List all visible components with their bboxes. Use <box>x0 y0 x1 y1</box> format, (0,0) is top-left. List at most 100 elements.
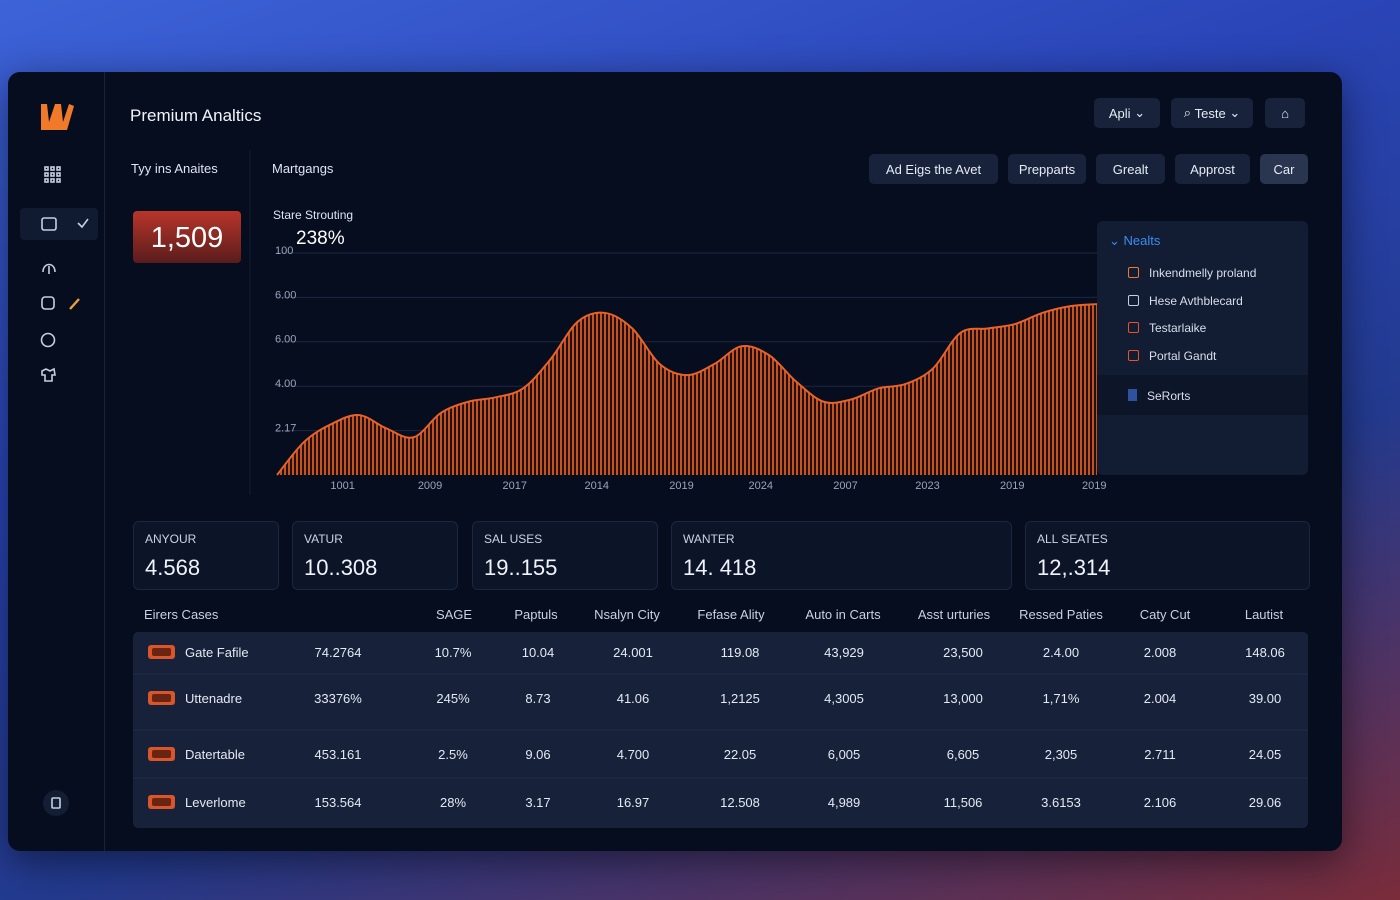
grid-icon[interactable] <box>44 166 61 183</box>
kpi-box <box>133 211 241 263</box>
label: Hese Avthblecard <box>1149 293 1243 308</box>
table-cell: Leverlome <box>185 795 246 810</box>
toolbar-button[interactable]: Prepparts <box>1008 154 1086 184</box>
y-tick-label: 6.00 <box>275 289 296 301</box>
toolbar-button[interactable]: Ad Eigs the Avet <box>869 154 998 184</box>
chart-subtitle: 238% <box>296 228 345 249</box>
menu-title[interactable]: ⌄ Nealts <box>1109 233 1161 248</box>
row-icon-inner <box>152 798 171 806</box>
tab[interactable]: Tyy ins Anaites <box>131 161 218 176</box>
table-cell: 6,605 <box>946 747 980 762</box>
table-cell: 11,506 <box>943 795 983 810</box>
label: Ad Eigs the Avet <box>885 161 982 177</box>
menu-item[interactable]: Inkendmelly proland <box>1097 263 1308 283</box>
dropdown-menu: ⌄ Nealts Inkendmelly proland Hese Avthble… <box>1097 221 1308 475</box>
table-cell: 4,3005 <box>824 691 864 706</box>
menu-item[interactable]: Hese Avthblecard <box>1097 291 1308 311</box>
logo-mark <box>41 104 74 130</box>
y-tick-label: 6.00 <box>275 334 296 346</box>
shirt-icon[interactable] <box>41 367 56 382</box>
stat-card: ALL SEATES 12,.314 <box>1025 521 1310 590</box>
table-cell: Datertable <box>185 747 245 762</box>
y-tick-label: 2.17 <box>275 423 296 435</box>
stat-label: ALL SEATES <box>1037 532 1108 546</box>
menu-item[interactable]: Portal Gandt <box>1097 346 1308 366</box>
toolbar-button[interactable]: Grealt <box>1096 154 1165 184</box>
label: Testarlaike <box>1149 321 1207 335</box>
table-cell: 28% <box>439 795 467 810</box>
stack-icon[interactable] <box>41 296 55 310</box>
chart-title: Stare Strouting <box>273 208 354 222</box>
table-cell: 1,2125 <box>720 691 760 706</box>
table-cell: 3.17 <box>525 795 551 810</box>
table-cell: 245% <box>436 691 470 706</box>
stat-value: 4.568 <box>145 555 201 580</box>
table-cell: 6,005 <box>827 747 861 762</box>
table-cell: 33376% <box>314 691 362 706</box>
table-header: Caty Cut <box>1139 607 1191 622</box>
table-cell: 12.508 <box>720 795 760 810</box>
tab[interactable]: Martgangs <box>272 161 334 176</box>
table-header: Lautist <box>1244 607 1284 622</box>
table-cell: 119.08 <box>720 645 760 660</box>
area-fill <box>277 304 1097 475</box>
home-button[interactable]: ⌂ <box>1265 98 1305 128</box>
apli-button[interactable]: Apli ⌄ <box>1094 98 1160 128</box>
active-item[interactable] <box>20 208 98 240</box>
stat-label: SAL USES <box>484 532 543 546</box>
y-tick-label: 100 <box>275 245 293 257</box>
table-header: Auto in Carts <box>805 607 881 622</box>
table-header: Ressed Paties <box>1019 607 1103 622</box>
table-header: Paptuls <box>514 607 558 622</box>
table-cell: 23,500 <box>943 645 983 660</box>
stat-card: SAL USES 19..155 <box>472 521 658 590</box>
table-cell: 24.001 <box>613 645 653 660</box>
table-cell: 2.711 <box>1144 747 1176 762</box>
table-cell: 2.008 <box>1143 645 1177 660</box>
table-cell: 3.6153 <box>1041 795 1081 810</box>
table-cell: 10.7% <box>434 645 472 660</box>
icon <box>1128 349 1139 361</box>
stat-card: VATUR 10..308 <box>292 521 458 590</box>
table-cell: 2.106 <box>1143 795 1177 810</box>
stat-value: 10..308 <box>304 555 378 580</box>
x-tick-label: 2014 <box>585 480 609 492</box>
stat-card: ANYOUR 4.568 <box>133 521 279 590</box>
label: Approst <box>1190 161 1235 177</box>
table-cell: 148.06 <box>1245 645 1285 660</box>
row-icon-inner <box>152 648 171 656</box>
table-cell: 74.2764 <box>314 645 362 660</box>
toolbar-button[interactable]: Car <box>1260 154 1308 184</box>
label: Teste <box>1194 105 1226 121</box>
area-line <box>276 303 1098 476</box>
title: Premium Analtics <box>130 106 262 125</box>
route-icon[interactable] <box>42 263 56 275</box>
search-button[interactable]: ⌕ Teste ⌄ <box>1171 98 1253 128</box>
stat-label: VATUR <box>304 532 343 546</box>
menu-footer[interactable]: SeRorts <box>1097 375 1308 415</box>
label: Nealts <box>1123 233 1161 248</box>
label: SeRorts <box>1147 389 1191 403</box>
icon <box>1128 267 1139 278</box>
table-cell: 2.4.00 <box>1042 645 1080 660</box>
table-cell: 453.161 <box>314 747 362 762</box>
table-cell: 10.04 <box>521 645 555 660</box>
label: Car <box>1273 161 1295 177</box>
table-cell: 8.73 <box>525 691 551 706</box>
stat-value: 14. 418 <box>683 555 757 580</box>
table-cell: 39.00 <box>1248 691 1282 706</box>
table-header: Eirers Cases <box>144 607 219 622</box>
label: Prepparts <box>1018 161 1076 177</box>
doc-icon[interactable] <box>41 217 57 231</box>
stat-label: WANTER <box>683 532 735 546</box>
table-header: Asst urturies <box>917 607 991 622</box>
settings-button[interactable] <box>43 790 69 816</box>
stat-value: 12,.314 <box>1037 555 1111 580</box>
menu-item[interactable]: Testarlaike <box>1097 318 1308 338</box>
stat-value: 19..155 <box>484 555 558 580</box>
table-cell: Gate Fafile <box>185 645 249 660</box>
toolbar-button[interactable]: Approst <box>1175 154 1250 184</box>
logo <box>41 104 74 130</box>
clock-icon[interactable] <box>40 332 56 348</box>
